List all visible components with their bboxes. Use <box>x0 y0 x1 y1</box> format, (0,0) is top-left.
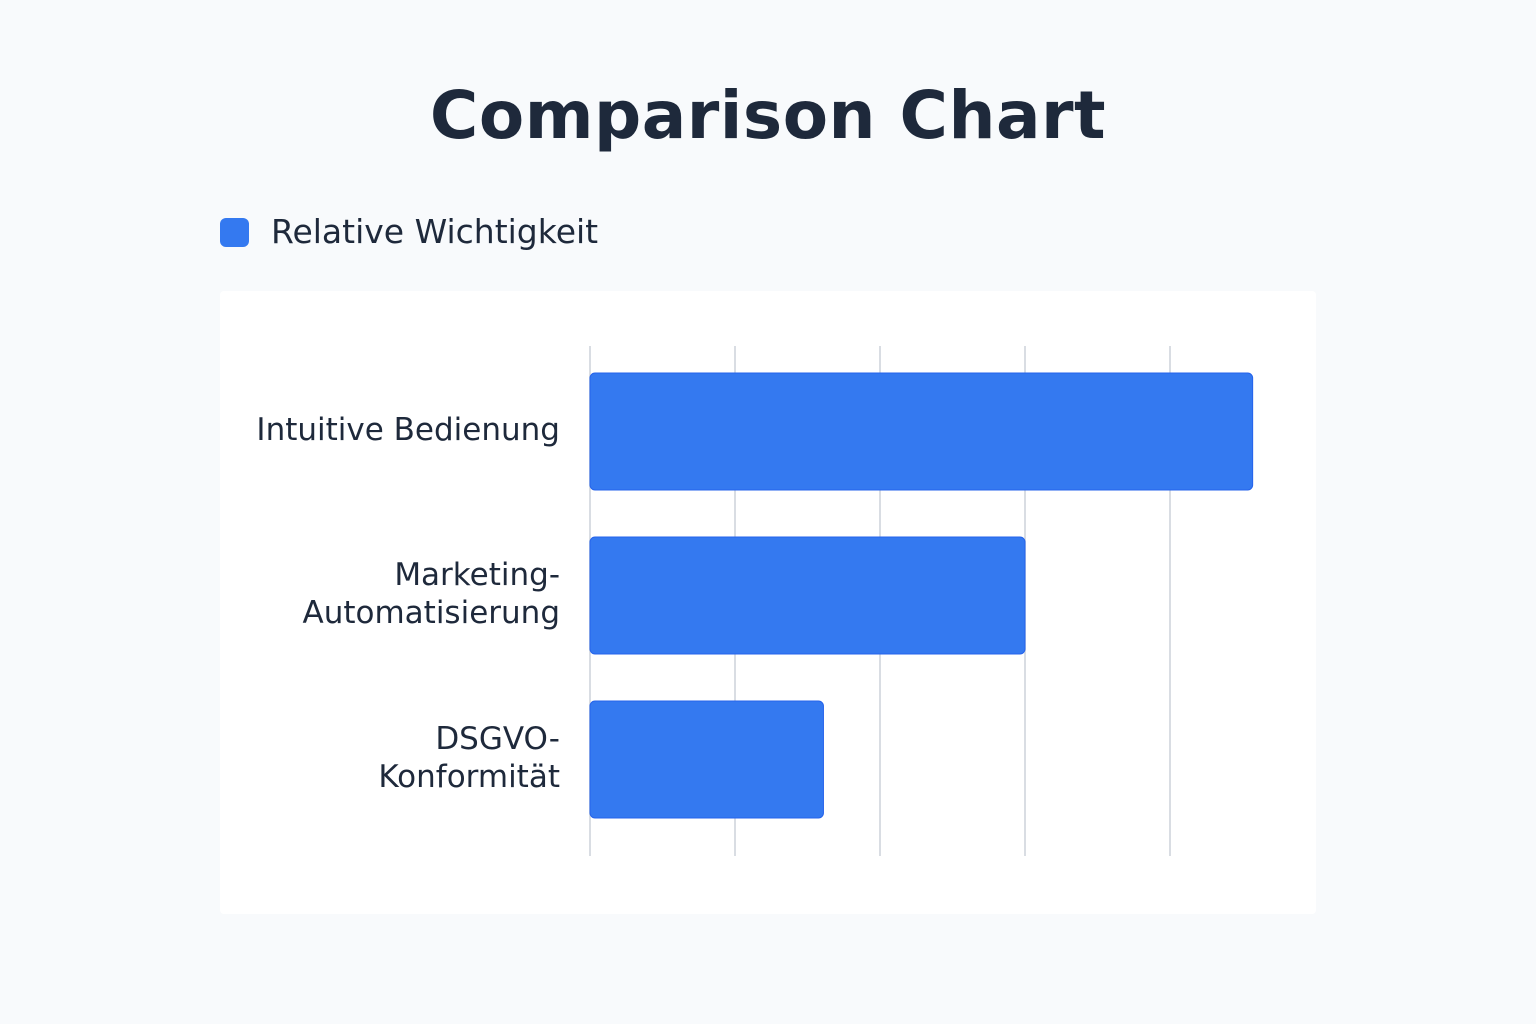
chart-title: Comparison Chart <box>429 77 1107 154</box>
category-label: Intuitive Bedienung <box>256 412 560 448</box>
legend-swatch <box>220 217 249 247</box>
bar <box>589 536 1026 655</box>
legend: Relative Wichtigkeit <box>220 212 598 252</box>
category-label: Marketing-Automatisierung <box>303 557 561 631</box>
bar <box>589 700 824 819</box>
category-label: DSGVO-Konformität <box>378 721 560 795</box>
bar <box>589 372 1254 491</box>
legend-label: Relative Wichtigkeit <box>271 212 599 251</box>
